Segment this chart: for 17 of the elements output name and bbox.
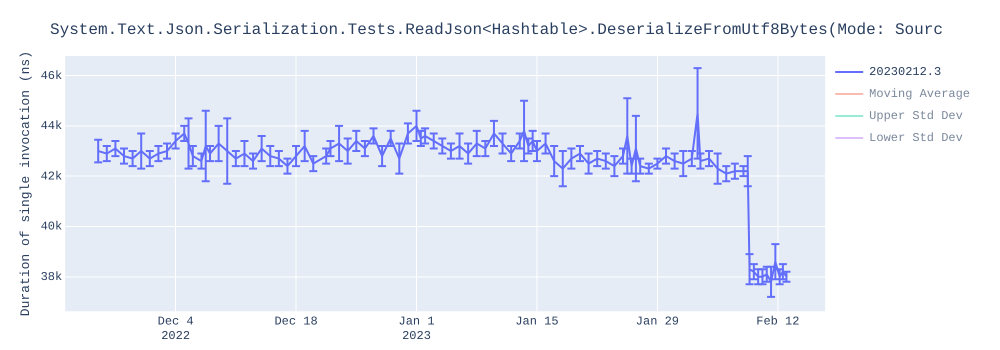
x-tick-label: Jan 1 2023 (398, 314, 435, 343)
legend-label: Moving Average (869, 87, 970, 102)
legend-label: Upper Std Dev (869, 109, 963, 124)
y-tick-label: 42k (40, 169, 62, 184)
x-tick-label: Dec 18 (274, 314, 318, 329)
chart-title: System.Text.Json.Serialization.Tests.ReadJson<Hashtable>.DeserializeFromUtf8Bytes(Mode: Sourc (49, 20, 944, 40)
legend-label: 20230212.3 (869, 65, 942, 80)
y-tick-label: 38k (40, 270, 62, 284)
x-tick-label: Jan 29 (636, 314, 680, 329)
y-tick-label: 44k (40, 119, 62, 134)
y-tick-label: 46k (40, 68, 62, 83)
x-tick-label: Jan 15 (515, 314, 559, 329)
y-tick-label: 40k (40, 220, 62, 234)
x-tick-label: Dec 4 2022 (158, 314, 194, 343)
x-tick-label: Feb 12 (756, 314, 800, 329)
legend-label: Lower Std Dev (869, 131, 963, 146)
y-axis-title: Duration of single invocation (ns) (18, 50, 34, 316)
